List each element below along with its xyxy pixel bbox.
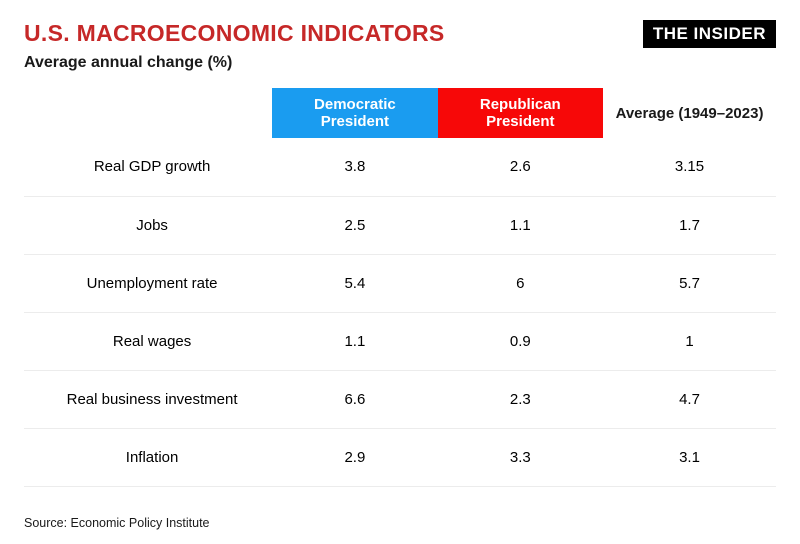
- cell-rep: 1.1: [438, 196, 603, 254]
- cell-dem: 6.6: [272, 370, 437, 428]
- table-row: Real wages 1.1 0.9 1: [24, 312, 776, 370]
- cell-rep: 2.6: [438, 138, 603, 196]
- cell-rep: 3.3: [438, 428, 603, 486]
- row-label: Jobs: [24, 196, 272, 254]
- indicators-table: Democratic President Republican Presiden…: [24, 88, 776, 487]
- row-label: Real wages: [24, 312, 272, 370]
- row-label: Inflation: [24, 428, 272, 486]
- cell-avg: 5.7: [603, 254, 776, 312]
- chart-title: U.S. MACROECONOMIC INDICATORS: [24, 20, 445, 47]
- cell-dem: 2.5: [272, 196, 437, 254]
- table-row: Real business investment 6.6 2.3 4.7: [24, 370, 776, 428]
- table-row: Inflation 2.9 3.3 3.1: [24, 428, 776, 486]
- table-row: Jobs 2.5 1.1 1.7: [24, 196, 776, 254]
- col-header-blank: [24, 88, 272, 138]
- source-attribution: Source: Economic Policy Institute: [24, 516, 210, 530]
- cell-rep: 0.9: [438, 312, 603, 370]
- col-header-democratic: Democratic President: [272, 88, 437, 138]
- cell-dem: 1.1: [272, 312, 437, 370]
- cell-dem: 2.9: [272, 428, 437, 486]
- table-body: Real GDP growth 3.8 2.6 3.15 Jobs 2.5 1.…: [24, 138, 776, 486]
- table-row: Real GDP growth 3.8 2.6 3.15: [24, 138, 776, 196]
- row-label: Unemployment rate: [24, 254, 272, 312]
- row-label: Real business investment: [24, 370, 272, 428]
- cell-avg: 3.1: [603, 428, 776, 486]
- col-header-republican: Republican President: [438, 88, 603, 138]
- cell-rep: 2.3: [438, 370, 603, 428]
- cell-avg: 4.7: [603, 370, 776, 428]
- cell-dem: 5.4: [272, 254, 437, 312]
- publisher-logo: THE INSIDER: [643, 20, 776, 48]
- cell-avg: 1.7: [603, 196, 776, 254]
- row-label: Real GDP growth: [24, 138, 272, 196]
- cell-rep: 6: [438, 254, 603, 312]
- table-row: Unemployment rate 5.4 6 5.7: [24, 254, 776, 312]
- chart-subtitle: Average annual change (%): [24, 54, 776, 72]
- col-header-average: Average (1949–2023): [603, 88, 776, 138]
- cell-avg: 1: [603, 312, 776, 370]
- cell-dem: 3.8: [272, 138, 437, 196]
- table-header-row: Democratic President Republican Presiden…: [24, 88, 776, 138]
- cell-avg: 3.15: [603, 138, 776, 196]
